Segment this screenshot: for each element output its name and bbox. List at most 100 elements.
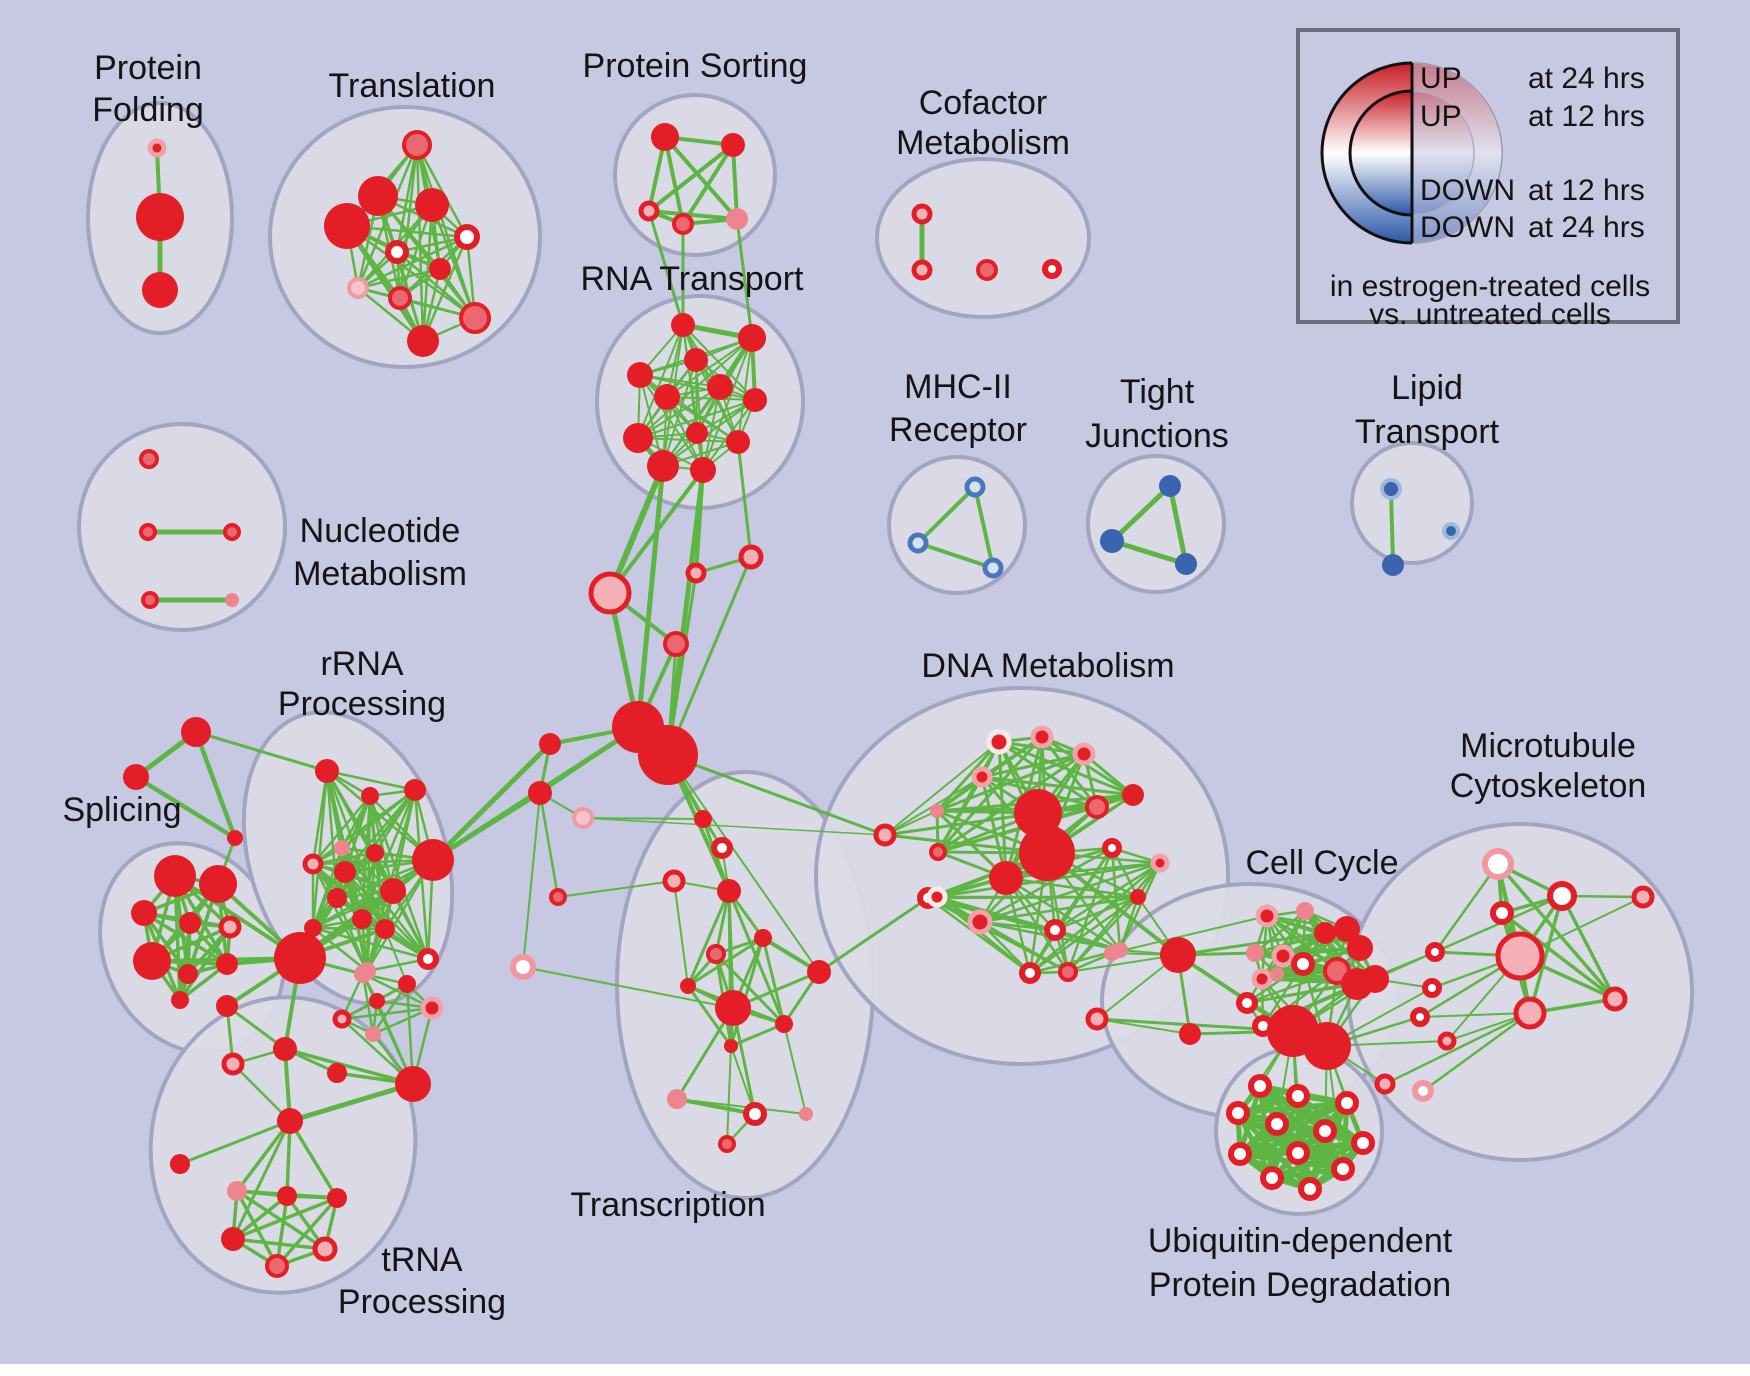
edge [637,399,756,439]
gene-node-pink [334,840,350,856]
legend-direction-label: UP [1420,62,1462,95]
gene-node-solid [743,388,767,412]
edge [997,740,1099,809]
edge [663,135,739,221]
gene-node-ring_white [417,948,439,970]
gene-node-halo_white [510,954,536,980]
gene-node-ring_white [1335,1091,1359,1115]
gene-node-ring_white [1286,1141,1310,1165]
gene-node-ring_pink [1513,996,1547,1030]
gene-node-solid [315,759,339,783]
edge [335,896,369,973]
edge [978,861,1162,924]
edge [1028,861,1162,975]
edge [1421,1011,1532,1093]
gene-node-pink [365,1026,381,1042]
gene-node-solid [304,919,322,937]
edge [730,1045,756,1115]
edge [1528,894,1564,1015]
gene-node-solid [1361,965,1389,993]
gene-node-white_halo [986,729,1012,755]
gene-node-ring_white [1547,881,1577,911]
gene-node-solid [327,888,347,908]
edge [1383,1011,1532,1086]
gene-node-solid [131,900,157,926]
gene-node-solid [528,781,552,805]
edge [235,1119,292,1193]
gene-node-ring_pink [638,200,660,222]
gene-node-solid [133,942,171,980]
edge [1419,1012,1531,1018]
edge [371,982,409,1036]
gene-node-ring_white [1351,1131,1375,1155]
edge [884,741,1000,836]
gene-node-halo [1251,968,1273,990]
cluster-label-rrna-processing: rRNA Processing [278,645,446,723]
edge [1496,862,1617,1001]
gene-node-solid [415,188,449,222]
gene-node-halo_white [1482,848,1514,880]
gene-node-ring_white [1102,838,1122,858]
gene-node-ring_pink [911,259,933,281]
gene-node-ring_white [743,1102,767,1126]
edge [681,143,735,226]
gene-node-solid [178,964,198,984]
gene-node-solid [123,764,149,790]
gene-node-ring_white [1042,259,1062,279]
gene-node-solid [277,1108,303,1134]
edge [1053,895,1140,932]
cluster-label-cell-cycle: Cell Cycle [1245,844,1398,882]
edge [345,224,477,320]
edge [361,972,434,1010]
gene-node-halo [967,909,993,935]
gene-node-darkcore [929,843,947,861]
gene-node-ring_white [1236,992,1258,1014]
edge [1167,483,1189,567]
gene-node-solid [1019,825,1075,881]
edge [1096,1018,1191,1035]
edge [731,1006,757,1116]
gene-node-solid [724,1039,738,1053]
edge [647,143,735,213]
gene-node-darkcore [549,888,567,906]
edge [726,1045,732,1145]
gene-node-ring_pink [1374,1073,1396,1095]
gene-node-solid [671,313,695,337]
edge [343,870,430,961]
gene-node-solid [651,123,679,151]
edge [1433,862,1500,954]
edge [225,1004,287,1051]
gene-node-solid [1160,937,1196,973]
edge [287,1081,416,1124]
gene-node-solid [694,810,712,828]
gene-node-solid [807,960,831,984]
edge [1500,911,1617,1001]
gene-node-solid [395,1066,431,1102]
gene-node-ring_pink [911,203,933,225]
legend-box [1296,28,1680,324]
edge [735,217,754,340]
gene-node-white_halo [926,886,948,908]
cluster-trna-processing [148,995,418,1295]
gene-node-ring_white [1260,1166,1284,1190]
gene-node-solid [136,193,184,241]
edge [415,143,469,239]
gene-node-ring_pink [662,869,686,893]
gene-node-solid [754,929,772,947]
edge [666,753,887,837]
edge [647,209,739,221]
gene-node-solid [1314,922,1336,944]
gene-node-darkcore [672,213,694,235]
edge [686,984,733,1048]
edge [916,485,977,545]
gene-node-solid [216,995,238,1017]
gene-node-solid [227,830,243,846]
edge [368,794,430,961]
gene-node-blue_ring [964,476,986,498]
edge [311,788,417,866]
edge [522,792,541,968]
legend-time-label: at 24 hrs [1528,211,1645,244]
cluster-label-rna-transport: RNA Transport [581,260,805,298]
gene-node-pink [1270,967,1284,981]
